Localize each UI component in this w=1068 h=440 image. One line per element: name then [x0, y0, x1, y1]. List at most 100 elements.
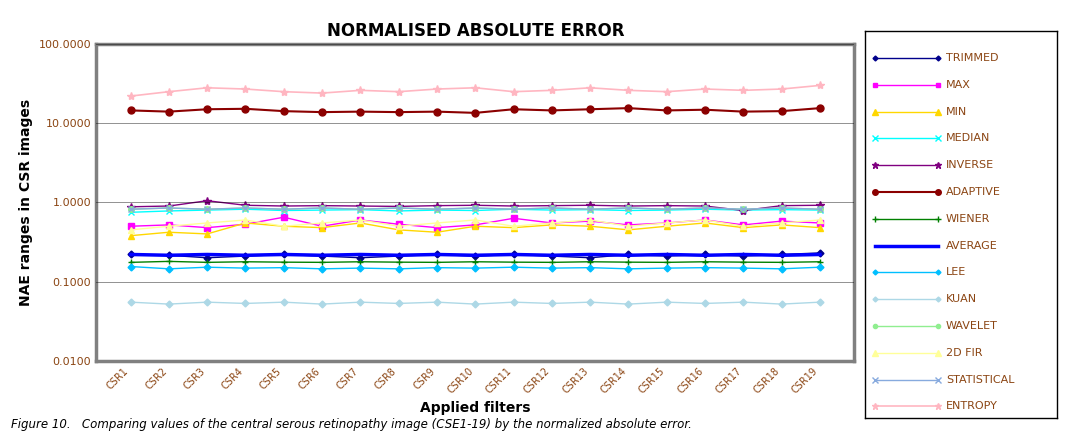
MAX: [430, 225, 443, 230]
KUAN: [698, 301, 711, 306]
AVERAGE: [546, 253, 559, 258]
ADAPTIVE: [507, 106, 520, 112]
ADAPTIVE: [698, 107, 711, 112]
ENTROPY: [469, 85, 482, 91]
MAX: [622, 222, 634, 227]
KUAN: [775, 301, 788, 307]
TRIMMED: [507, 252, 520, 257]
Text: STATISTICAL: STATISTICAL: [946, 374, 1015, 385]
LEE: [584, 265, 597, 270]
AVERAGE: [698, 253, 711, 258]
ADAPTIVE: [660, 108, 673, 113]
WAVELET: [584, 207, 597, 212]
MIN: [430, 230, 443, 235]
WIENER: [622, 260, 634, 265]
X-axis label: Applied filters: Applied filters: [420, 401, 531, 415]
KUAN: [239, 301, 252, 306]
LEE: [316, 266, 329, 271]
INVERSE: [162, 203, 175, 209]
ADAPTIVE: [278, 109, 290, 114]
WAVELET: [546, 205, 559, 211]
WAVELET: [316, 205, 329, 211]
STATISTICAL: [775, 205, 788, 211]
Line: MEDIAN: MEDIAN: [127, 206, 823, 216]
WIENER: [660, 260, 673, 265]
LEE: [469, 265, 482, 271]
MIN: [392, 227, 405, 232]
Text: ADAPTIVE: ADAPTIVE: [946, 187, 1001, 197]
KUAN: [162, 301, 175, 307]
WIENER: [737, 260, 750, 265]
KUAN: [660, 300, 673, 305]
ADAPTIVE: [469, 110, 482, 116]
INVERSE: [239, 203, 252, 208]
AVERAGE: [239, 253, 252, 258]
STATISTICAL: [430, 207, 443, 212]
2D FIR: [546, 220, 559, 226]
Line: ADAPTIVE: ADAPTIVE: [127, 105, 823, 116]
LEE: [239, 265, 252, 271]
AVERAGE: [124, 252, 137, 257]
ENTROPY: [316, 91, 329, 96]
MEDIAN: [430, 207, 443, 213]
Line: MAX: MAX: [128, 214, 822, 231]
ADAPTIVE: [239, 106, 252, 111]
WAVELET: [392, 205, 405, 211]
Text: KUAN: KUAN: [946, 294, 977, 304]
WIENER: [584, 259, 597, 264]
2D FIR: [660, 220, 673, 226]
Text: 2D FIR: 2D FIR: [946, 348, 983, 358]
KUAN: [354, 300, 366, 305]
MAX: [124, 224, 137, 229]
WAVELET: [507, 207, 520, 212]
2D FIR: [239, 217, 252, 223]
AVERAGE: [507, 252, 520, 257]
KUAN: [201, 300, 214, 305]
TRIMMED: [469, 253, 482, 259]
2D FIR: [392, 224, 405, 229]
WAVELET: [737, 207, 750, 212]
ENTROPY: [546, 88, 559, 93]
MEDIAN: [201, 207, 214, 213]
TRIMMED: [584, 255, 597, 260]
ADAPTIVE: [354, 109, 366, 114]
Y-axis label: NAE ranges in CSR images: NAE ranges in CSR images: [19, 99, 33, 306]
ADAPTIVE: [546, 108, 559, 113]
AVERAGE: [278, 252, 290, 257]
INVERSE: [201, 198, 214, 203]
Line: ENTROPY: ENTROPY: [126, 81, 824, 100]
STATISTICAL: [316, 205, 329, 211]
ADAPTIVE: [430, 109, 443, 114]
STATISTICAL: [124, 207, 137, 212]
MEDIAN: [278, 208, 290, 213]
ADAPTIVE: [814, 106, 827, 111]
Line: WAVELET: WAVELET: [128, 205, 822, 212]
MIN: [660, 224, 673, 229]
2D FIR: [775, 220, 788, 226]
MAX: [239, 222, 252, 227]
TRIMMED: [698, 252, 711, 257]
TRIMMED: [660, 253, 673, 259]
ENTROPY: [201, 85, 214, 91]
ENTROPY: [660, 89, 673, 94]
STATISTICAL: [392, 205, 405, 211]
2D FIR: [201, 220, 214, 226]
WIENER: [162, 259, 175, 264]
KUAN: [278, 300, 290, 305]
MIN: [814, 225, 827, 230]
MAX: [737, 222, 750, 227]
KUAN: [316, 301, 329, 307]
WAVELET: [430, 207, 443, 212]
MEDIAN: [354, 207, 366, 212]
MAX: [546, 220, 559, 226]
STATISTICAL: [584, 207, 597, 212]
TRIMMED: [201, 255, 214, 260]
AVERAGE: [622, 253, 634, 258]
ENTROPY: [124, 93, 137, 99]
Line: MIN: MIN: [127, 220, 823, 239]
LEE: [698, 265, 711, 270]
MEDIAN: [737, 207, 750, 213]
TRIMMED: [239, 253, 252, 259]
WAVELET: [162, 205, 175, 211]
MIN: [546, 222, 559, 227]
